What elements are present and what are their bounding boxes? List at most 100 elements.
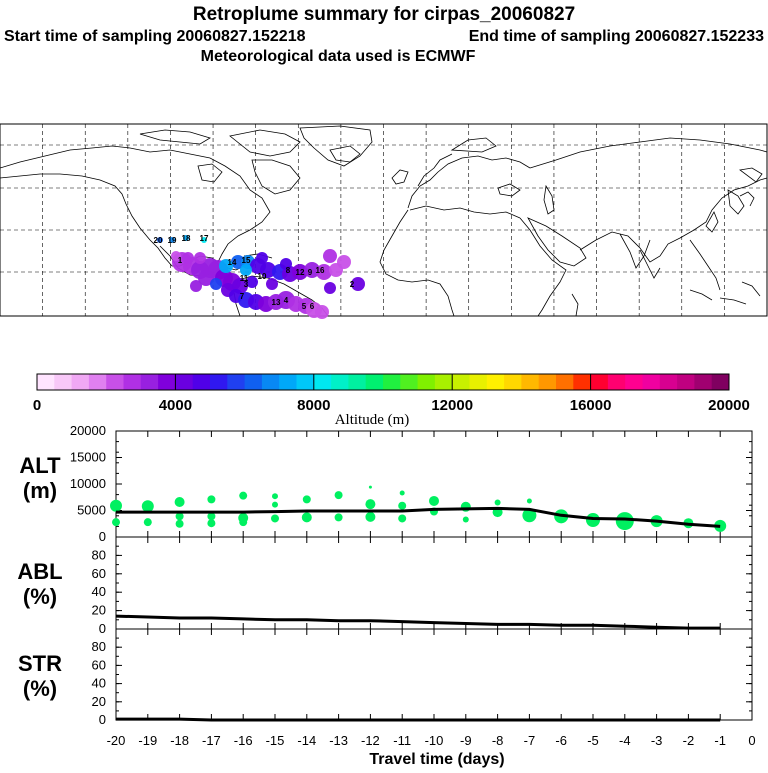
altitude-point <box>143 518 152 527</box>
x-axis-label: Travel time (days) <box>369 751 504 768</box>
plume-point <box>266 278 278 290</box>
y-tick-label: 20 <box>92 603 106 618</box>
plume-point <box>190 280 202 292</box>
panel-label-abl: ABL <box>17 559 62 584</box>
colorbar-swatch <box>434 374 453 390</box>
colorbar-swatch <box>590 374 609 390</box>
colorbar-swatch <box>711 374 730 390</box>
plume-point <box>210 278 222 290</box>
y-tick-label: 20000 <box>70 423 106 438</box>
panel-units-str: (%) <box>23 676 57 701</box>
plume-point <box>182 252 194 264</box>
altitude-point <box>207 495 216 504</box>
x-tick-label: -3 <box>651 733 663 748</box>
colorbar-swatch <box>538 374 557 390</box>
plume-points <box>157 235 365 319</box>
altitude-point <box>175 519 184 528</box>
colorbar-swatch <box>279 374 297 390</box>
altitude-point <box>586 513 600 528</box>
colorbar-swatch <box>192 374 211 390</box>
altitude-point <box>462 516 469 523</box>
plume-point-label: 14 <box>228 258 237 267</box>
y-tick-label: 60 <box>92 657 106 672</box>
colorbar-swatch <box>677 374 695 390</box>
altitude-point <box>615 512 634 531</box>
plume-point <box>246 276 258 288</box>
x-tick-label: -7 <box>524 733 536 748</box>
y-tick-label: 40 <box>92 676 106 691</box>
plume-point <box>157 237 163 243</box>
y-tick-label: 0 <box>99 712 106 727</box>
altitude-point <box>368 485 372 489</box>
plume-point-label: 12 <box>296 268 305 277</box>
plume-point <box>171 251 181 261</box>
plume-point-label: 11 <box>240 274 249 283</box>
plume-point-label: 17 <box>200 234 209 243</box>
y-tick-label: 0 <box>99 529 106 544</box>
plume-point <box>260 262 276 278</box>
x-tick-label: -18 <box>170 733 189 748</box>
colorbar-swatch <box>521 374 540 390</box>
colorbar-swatch <box>210 374 228 390</box>
plume-point-label: 16 <box>316 266 325 275</box>
plume-point <box>256 252 268 264</box>
colorbar-swatch <box>140 374 159 390</box>
altitude-point <box>272 493 278 500</box>
plume-point-label: 15 <box>242 256 251 265</box>
x-tick-label: -4 <box>619 733 631 748</box>
start-time-label: Start time of sampling 20060827.152218 <box>4 28 306 45</box>
plume-point-label: 13 <box>272 298 281 307</box>
colorbar-label: Altitude (m) <box>335 412 410 428</box>
x-tick-label: -13 <box>329 733 348 748</box>
altitude-point <box>302 495 311 504</box>
colorbar-swatch <box>313 374 332 390</box>
colorbar-swatch <box>607 374 626 390</box>
colorbar-swatch <box>556 374 574 390</box>
colorbar-swatch <box>175 374 194 390</box>
figure-title: Retroplume summary for cirpas_20060827 <box>193 4 575 25</box>
colorbar-swatch <box>694 374 713 390</box>
altitude-point <box>174 497 185 508</box>
y-tick-label: 15000 <box>70 450 106 465</box>
x-tick-label: -16 <box>234 733 253 748</box>
altitude-point <box>301 512 312 523</box>
plume-point <box>292 264 308 280</box>
plume-point-label: 7 <box>240 292 245 301</box>
plume-point <box>201 237 207 243</box>
plume-point <box>198 270 214 286</box>
altitude-point <box>272 501 278 508</box>
panel-abl: 0 20 40 60 80 ABL(%) <box>17 536 753 636</box>
colorbar-swatch <box>642 374 661 390</box>
altitude-point <box>110 499 122 512</box>
altitude-point <box>239 518 248 527</box>
plume-point <box>169 237 175 243</box>
colorbar-swatch <box>452 374 470 390</box>
x-tick-label: -2 <box>683 733 695 748</box>
time-series-panels: 05000100001500020000ALT(m)020406080ABL(%… <box>17 423 755 748</box>
plume-point <box>316 264 332 280</box>
altitude-point <box>365 511 376 522</box>
altitude-point <box>141 500 154 513</box>
colorbar-swatch <box>486 374 505 390</box>
colorbar-swatch <box>331 374 349 390</box>
altitude-median-line <box>116 506 721 528</box>
plume-point <box>194 252 206 264</box>
altitude-point <box>365 499 376 510</box>
colorbar-tick-label: 12000 <box>431 397 473 414</box>
colorbar-swatch <box>261 374 280 390</box>
altitude-point <box>207 519 216 528</box>
plume-point <box>324 282 336 294</box>
x-tick-label: -1 <box>714 733 726 748</box>
end-time-label: End time of sampling 20060827.152233 <box>469 28 764 45</box>
plume-point-label: 3 <box>244 280 249 289</box>
y-tick-label: 20 <box>92 694 106 709</box>
altitude-point <box>112 518 120 527</box>
altitude-point <box>207 512 216 521</box>
colorbar-tick-label: 0 <box>33 397 41 414</box>
panel-altitude: 0 5000 10000 15000 20000 ALT(m) <box>19 423 753 544</box>
altitude-colorbar: 0 4000 8000 12000 16000 20000 <box>33 373 750 414</box>
plume-point-label: 5 <box>302 302 307 311</box>
plume-point-label: 8 <box>286 266 291 275</box>
